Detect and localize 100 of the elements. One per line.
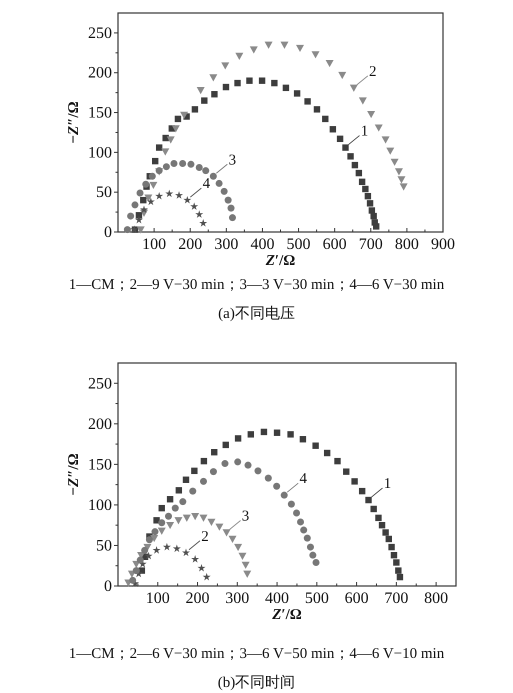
point: [158, 519, 166, 526]
point: [166, 136, 175, 144]
legend-label: 1: [360, 124, 368, 140]
point: [202, 167, 210, 174]
point: [150, 534, 158, 542]
point: [211, 449, 218, 456]
point: [370, 506, 377, 512]
point: [388, 544, 395, 550]
point: [271, 80, 278, 86]
legend-label: 2: [369, 64, 377, 80]
point: [144, 552, 153, 560]
y-tick-label: 50: [96, 537, 112, 554]
point: [395, 567, 402, 574]
point: [158, 504, 165, 512]
x-axis-title: Z′/Ω: [271, 607, 302, 623]
point: [390, 158, 399, 166]
point: [287, 431, 294, 438]
point: [180, 112, 188, 119]
x-tick-label: 500: [286, 236, 311, 253]
point: [336, 136, 344, 142]
x-tick-label: 400: [250, 236, 274, 253]
point: [149, 182, 158, 190]
point: [367, 110, 376, 118]
x-tick-label: 200: [186, 590, 210, 607]
legend-label: 2: [201, 528, 209, 545]
point: [342, 144, 349, 151]
point: [234, 435, 242, 442]
x-tick-label: 600: [344, 590, 369, 607]
point: [400, 183, 408, 191]
point: [220, 188, 228, 195]
point: [397, 176, 406, 184]
point: [158, 528, 166, 535]
point: [165, 190, 174, 198]
point: [166, 522, 174, 530]
point: [314, 106, 320, 113]
point: [280, 42, 288, 49]
point: [378, 522, 386, 528]
point: [172, 544, 181, 552]
point: [191, 513, 200, 520]
point: [264, 474, 272, 482]
point: [294, 90, 300, 97]
legend-label: 1: [384, 476, 392, 492]
point: [222, 529, 231, 536]
point: [235, 52, 244, 60]
point: [386, 148, 394, 155]
legend-label: 4: [299, 471, 308, 488]
point: [174, 517, 182, 524]
x-tick-label: 500: [304, 590, 329, 607]
point: [368, 207, 376, 214]
point: [142, 180, 150, 188]
point: [242, 562, 250, 569]
text: (b)不同时间: [218, 674, 296, 691]
point: [280, 492, 288, 499]
x-tick-label: 800: [424, 590, 448, 607]
point: [244, 462, 252, 469]
point: [264, 42, 273, 49]
x-axis-title: Z′/Ω: [264, 253, 296, 269]
point: [196, 164, 203, 171]
point: [273, 482, 280, 490]
y-tick-label: 200: [88, 416, 112, 433]
point: [195, 210, 204, 218]
point: [196, 87, 205, 94]
point: [127, 212, 134, 220]
point: [358, 97, 367, 105]
point: [211, 91, 218, 98]
point: [131, 201, 138, 208]
point: [136, 226, 145, 234]
y-tick-label: 150: [88, 456, 112, 474]
point: [347, 153, 354, 160]
point: [390, 552, 398, 558]
point: [151, 528, 158, 536]
point: [293, 510, 300, 517]
point: [209, 74, 218, 82]
point: [338, 72, 346, 80]
x-tick-label: 100: [142, 236, 166, 253]
point: [179, 160, 186, 168]
point: [250, 46, 258, 54]
text: 1—CM；2—6 V−30 min；3—6 V−50 min；4—6 V−10 min: [68, 646, 445, 662]
point: [182, 514, 191, 522]
y-tick-label: 0: [104, 224, 112, 241]
point: [201, 97, 208, 104]
point: [258, 77, 266, 84]
point: [393, 559, 400, 566]
point: [155, 192, 164, 200]
point: [312, 558, 320, 566]
point: [228, 214, 236, 222]
point: [216, 180, 223, 187]
point: [326, 60, 334, 68]
point: [191, 468, 198, 474]
point: [364, 192, 372, 200]
point: [370, 212, 377, 220]
point: [174, 116, 182, 122]
y-axis-title: −Z″/Ω: [66, 101, 82, 144]
point: [152, 546, 161, 554]
point: [156, 144, 162, 151]
point: [189, 488, 196, 495]
legend-label: 3: [228, 152, 236, 168]
point: [234, 80, 241, 86]
point: [343, 468, 350, 475]
point: [176, 487, 182, 494]
